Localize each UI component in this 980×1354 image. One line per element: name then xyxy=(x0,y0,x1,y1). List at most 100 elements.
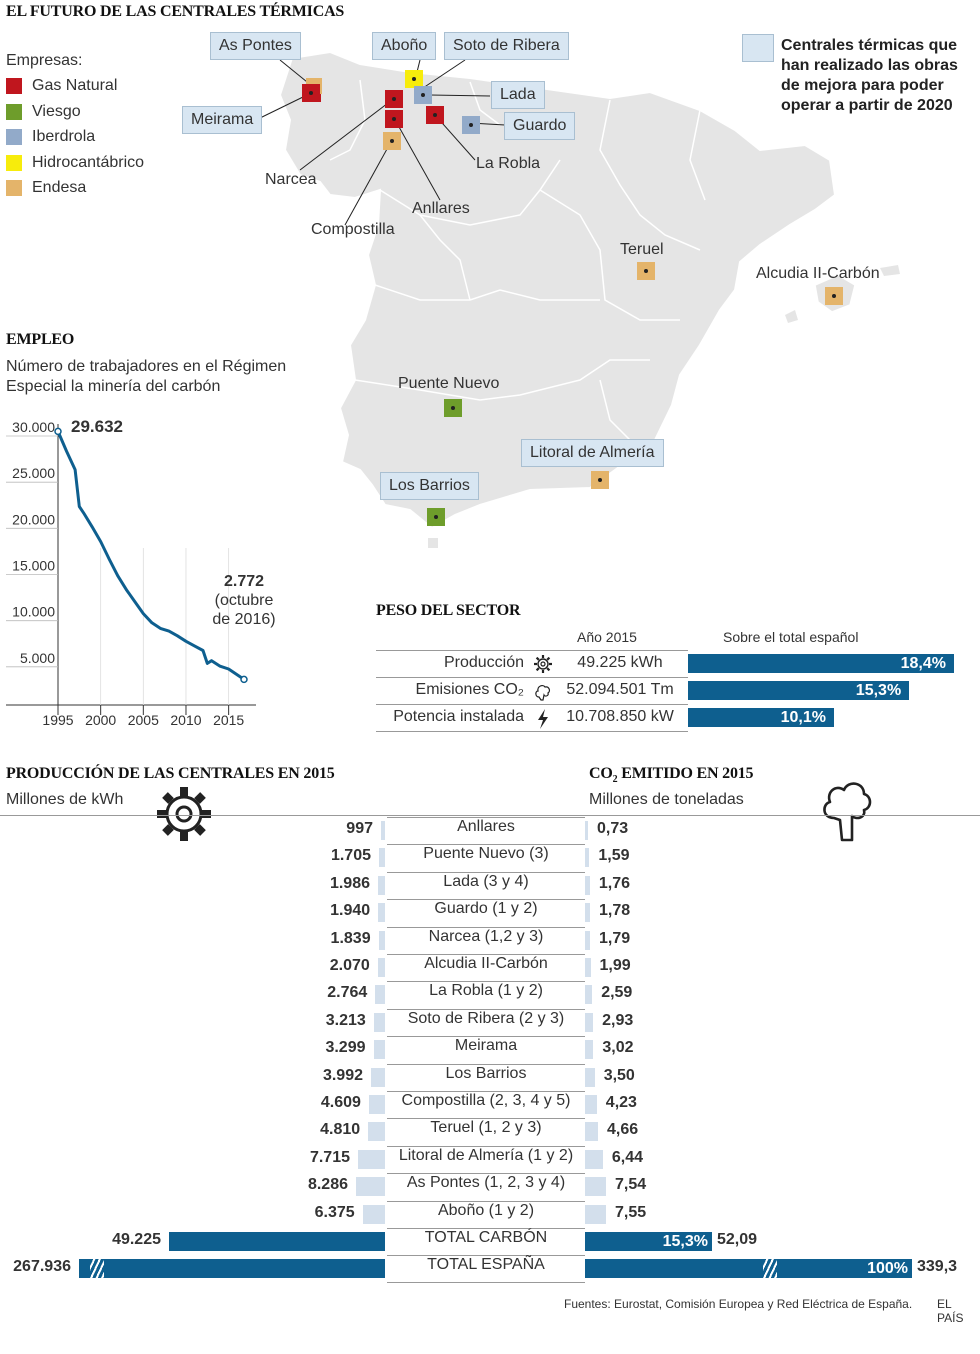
legend-label: Gas Natural xyxy=(32,77,118,94)
marker-puente-nuevo xyxy=(444,399,462,417)
production-value: 6.375 xyxy=(314,1203,355,1221)
co2-bar xyxy=(585,1012,594,1032)
co2-value: 1,78 xyxy=(599,902,631,920)
row-separator xyxy=(387,1118,585,1120)
marker-teruel xyxy=(637,262,655,280)
production-bar xyxy=(377,958,385,977)
production-value: 8.286 xyxy=(307,1176,348,1194)
peso-col-year: Año 2015 xyxy=(577,629,637,645)
production-value: 997 xyxy=(346,820,373,837)
plant-name: Puente Nuevo (3) xyxy=(423,845,549,863)
empleo-x-tick-label: 2015 xyxy=(213,712,244,728)
production-bar xyxy=(368,1122,385,1142)
co2-bar xyxy=(585,1149,603,1169)
co2-bar xyxy=(585,1204,606,1224)
production-value: 1.940 xyxy=(330,902,371,920)
label-soto: Soto de Ribera xyxy=(444,32,569,60)
marker-litoral xyxy=(591,471,609,489)
co2-value: 7,55 xyxy=(615,1203,647,1221)
total-co2-pct: 15,3% xyxy=(662,1233,708,1250)
production-bar xyxy=(373,1040,385,1060)
peso-col-share: Sobre el total español xyxy=(723,629,859,645)
legend-swatch xyxy=(6,129,22,145)
cloud-icon xyxy=(535,685,551,701)
label-los-barrios: Los Barrios xyxy=(380,472,479,500)
production-bar xyxy=(375,985,385,1005)
empleo-y-tick-label: 20.000 xyxy=(12,511,55,527)
empleo-series-line xyxy=(56,430,245,681)
marker-anllares xyxy=(385,110,403,128)
row-separator xyxy=(387,817,585,818)
legend-label: Hidrocantábrico xyxy=(32,154,145,171)
label-narcea: Narcea xyxy=(265,171,317,188)
map-title: EL FUTURO DE LAS CENTRALES TÉRMICAS xyxy=(6,3,345,20)
co2-title: CO2 EMITIDO EN 2015 xyxy=(589,765,754,785)
peso-title: PESO DEL SECTOR xyxy=(376,602,521,619)
co2-value: 1,79 xyxy=(599,929,631,947)
empleo-x-tick-label: 2000 xyxy=(85,712,116,728)
co2-bar xyxy=(585,848,590,868)
co2-subtitle: Millones de toneladas xyxy=(589,791,744,808)
plant-name: Guardo (1 y 2) xyxy=(434,900,538,918)
legend-swatch xyxy=(6,180,22,196)
co2-value: 4,23 xyxy=(605,1094,637,1111)
note-text: Centrales térmicas que han realizado las… xyxy=(781,37,958,114)
row-separator xyxy=(387,1281,585,1283)
empleo-chart: 5.000 10.000 15.000 20.000 25.000 30.000 1995 2… xyxy=(6,419,256,728)
co2-value: 6,44 xyxy=(611,1148,644,1166)
co2-value: 2,93 xyxy=(602,1011,634,1029)
co2-value: 0,73 xyxy=(597,820,629,837)
row-separator xyxy=(387,954,585,955)
plant-name: La Robla (1 y 2) xyxy=(429,982,543,1000)
lightning-icon xyxy=(538,709,548,729)
peso-bar-label: 15,3% xyxy=(855,682,902,699)
gear-icon xyxy=(534,655,552,673)
peso-bar-label: 10,1% xyxy=(780,709,826,726)
marker-compostilla xyxy=(383,132,401,150)
production-bar xyxy=(379,848,385,868)
peso-row-value: 10.708.850 kW xyxy=(566,708,674,725)
production-value: 2.070 xyxy=(329,957,370,974)
empleo-end-date-1: (octubre xyxy=(214,592,274,609)
empleo-y-tick-label: 30.000 xyxy=(12,419,55,435)
marker-narcea xyxy=(385,90,403,108)
label-puente-nuevo: Puente Nuevo xyxy=(398,375,500,392)
total-co2-value: 339,3 xyxy=(917,1258,958,1276)
production-value: 4.609 xyxy=(320,1094,361,1111)
co2-bar xyxy=(585,1067,595,1087)
legend-label: Viesgo xyxy=(32,103,81,120)
marker-abono xyxy=(405,70,423,88)
empleo-title: EMPLEO xyxy=(6,331,75,348)
plant-name: Alcudia II-Carbón xyxy=(424,955,548,972)
row-separator xyxy=(387,1200,585,1202)
co2-title-suffix: EMITIDO EN 2015 xyxy=(617,765,754,782)
production-bar xyxy=(378,903,385,923)
production-bar xyxy=(362,1204,385,1224)
legend-hidrocantabrico: Hidrocantábrico xyxy=(6,154,144,172)
label-teruel: Teruel xyxy=(620,241,664,258)
legend-swatch xyxy=(6,155,22,171)
empleo-x-tick-label: 2010 xyxy=(170,712,201,728)
empleo-end-annotation: 2.772 (octubre de 2016) xyxy=(200,572,288,629)
empleo-y-tick-label: 15.000 xyxy=(12,558,55,574)
spain-mainland-shape xyxy=(278,50,837,530)
production-bar xyxy=(371,1067,385,1087)
co2-bar xyxy=(585,930,590,950)
axis-break-mark xyxy=(90,1259,104,1279)
marker-alcudia xyxy=(825,287,843,305)
total-name: TOTAL ESPAÑA xyxy=(427,1256,545,1274)
footer-sources: Fuentes: Eurostat, Comisión Europea y Re… xyxy=(564,1297,913,1311)
co2-value: 7,54 xyxy=(615,1176,647,1194)
empleo-y-tick-label: 10.000 xyxy=(12,604,55,620)
ibiza-shape xyxy=(785,310,798,323)
peso-bar-label: 18,4% xyxy=(900,655,946,672)
production-bar xyxy=(368,1095,385,1114)
peso-bar: 18,4% xyxy=(688,654,954,673)
legend-title: Empresas: xyxy=(6,52,83,69)
row-separator xyxy=(387,1036,585,1038)
co2-value: 3,50 xyxy=(603,1066,635,1084)
label-as-pontes: As Pontes xyxy=(210,32,301,60)
footer-brand: EL PAÍS xyxy=(937,1297,964,1325)
plant-name: Litoral de Almería (1 y 2) xyxy=(398,1146,574,1164)
empleo-x-tick-label: 1995 xyxy=(42,712,73,728)
